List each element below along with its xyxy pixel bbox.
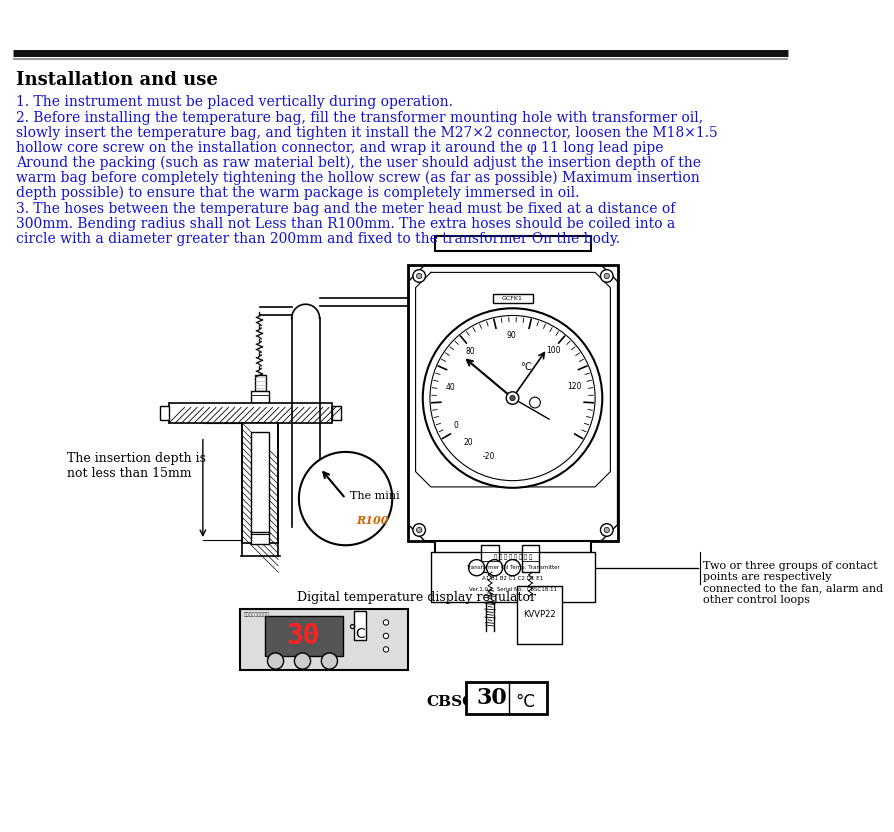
Text: A1 B1 B2 C1 C2 D1 E1: A1 B1 B2 C1 C2 D1 E1	[482, 576, 543, 582]
Bar	[434, 236, 590, 250]
Bar	[169, 404, 332, 423]
Circle shape	[429, 315, 595, 481]
Bar	[517, 586, 561, 644]
Text: 300mm. Bending radius shall not Less than R100mm. The extra hoses should be coil: 300mm. Bending radius shall not Less tha…	[16, 216, 675, 230]
Circle shape	[603, 273, 609, 279]
Text: Digital temperature display regulator: Digital temperature display regulator	[297, 592, 536, 605]
Circle shape	[294, 653, 310, 669]
Circle shape	[321, 653, 337, 669]
Text: Two or three groups of contact
points are respectively
connected to the fan, ala: Two or three groups of contact points ar…	[702, 561, 882, 606]
Circle shape	[510, 395, 515, 401]
Text: Ver.1.0.2  Serial No.  CBSC18.11: Ver.1.0.2 Serial No. CBSC18.11	[468, 587, 556, 592]
Text: 变 压 器 油 温 变 送 器: 变 压 器 油 温 变 送 器	[493, 554, 532, 560]
Bar	[493, 294, 533, 303]
Circle shape	[416, 527, 421, 532]
Text: 0: 0	[453, 421, 458, 430]
Circle shape	[383, 646, 388, 652]
Bar	[160, 406, 169, 420]
Text: ℃: ℃	[520, 362, 531, 372]
Text: 100: 100	[546, 346, 561, 355]
Circle shape	[529, 397, 540, 408]
Bar	[466, 681, 546, 714]
Text: 20: 20	[463, 438, 472, 447]
Circle shape	[383, 633, 388, 639]
Text: slowly insert the temperature bag, and tighten it install the M27×2 connector, l: slowly insert the temperature bag, and t…	[16, 126, 717, 140]
Bar	[251, 432, 269, 533]
Circle shape	[486, 560, 502, 576]
Bar	[430, 552, 595, 602]
Text: KVVP22: KVVP22	[523, 611, 555, 619]
Circle shape	[299, 452, 392, 545]
Text: depth possible) to ensure that the warm package is completely immersed in oil.: depth possible) to ensure that the warm …	[16, 186, 579, 200]
Circle shape	[412, 523, 425, 537]
Bar	[265, 617, 342, 656]
Text: 120: 120	[567, 382, 581, 390]
Text: CBSC: CBSC	[426, 696, 474, 710]
Circle shape	[422, 309, 602, 488]
Text: °: °	[347, 622, 356, 641]
Circle shape	[267, 653, 283, 669]
Bar	[353, 611, 366, 640]
Circle shape	[468, 560, 485, 576]
Text: C: C	[355, 627, 365, 641]
Bar	[255, 374, 266, 391]
Circle shape	[504, 560, 520, 576]
Circle shape	[600, 523, 612, 537]
Bar	[251, 391, 269, 404]
Text: °C: °C	[515, 693, 535, 711]
Circle shape	[416, 273, 421, 279]
Text: 90: 90	[506, 331, 516, 339]
Text: Transformer Oil Temp. Transmitter: Transformer Oil Temp. Transmitter	[466, 566, 560, 571]
Text: circle with a diameter greater than 200mm and fixed to the transformer On the bo: circle with a diameter greater than 200m…	[16, 231, 620, 245]
Text: 30: 30	[286, 622, 320, 650]
Circle shape	[600, 270, 612, 282]
Bar	[408, 265, 617, 541]
Text: The mini: The mini	[350, 492, 400, 502]
Bar	[481, 545, 499, 572]
Text: -20: -20	[482, 452, 494, 461]
Text: hollow core screw on the installation connector, and wrap it around the φ 11 lon: hollow core screw on the installation co…	[16, 141, 663, 155]
Text: 3. The hoses between the temperature bag and the meter head must be fixed at a d: 3. The hoses between the temperature bag…	[16, 202, 675, 216]
Text: 80: 80	[465, 347, 475, 356]
Text: GCFK1: GCFK1	[502, 296, 522, 301]
Text: 数字温度显示调节仪: 数字温度显示调节仪	[244, 612, 270, 617]
Bar	[242, 423, 278, 542]
Circle shape	[383, 620, 388, 625]
Text: 2. Before installing the temperature bag, fill the transformer mounting hole wit: 2. Before installing the temperature bag…	[16, 111, 703, 126]
Bar	[332, 406, 341, 420]
Text: 1. The instrument must be placed vertically during operation.: 1. The instrument must be placed vertica…	[16, 95, 452, 109]
Text: The insertion depth is
not less than 15mm: The insertion depth is not less than 15m…	[67, 453, 207, 480]
Bar	[521, 545, 539, 572]
Text: Installation and use: Installation and use	[16, 72, 218, 89]
Circle shape	[603, 527, 609, 532]
Bar	[251, 532, 269, 544]
Bar	[240, 609, 408, 670]
Text: R100: R100	[356, 515, 388, 526]
Text: warm bag before completely tightening the hollow screw (as far as possible) Maxi: warm bag before completely tightening th…	[16, 171, 699, 185]
Text: Around the packing (such as raw material belt), the user should adjust the inser: Around the packing (such as raw material…	[16, 156, 700, 170]
Bar	[434, 541, 590, 557]
Text: 40: 40	[445, 383, 455, 392]
Circle shape	[412, 270, 425, 282]
Text: 30: 30	[477, 687, 507, 709]
Circle shape	[506, 392, 519, 404]
